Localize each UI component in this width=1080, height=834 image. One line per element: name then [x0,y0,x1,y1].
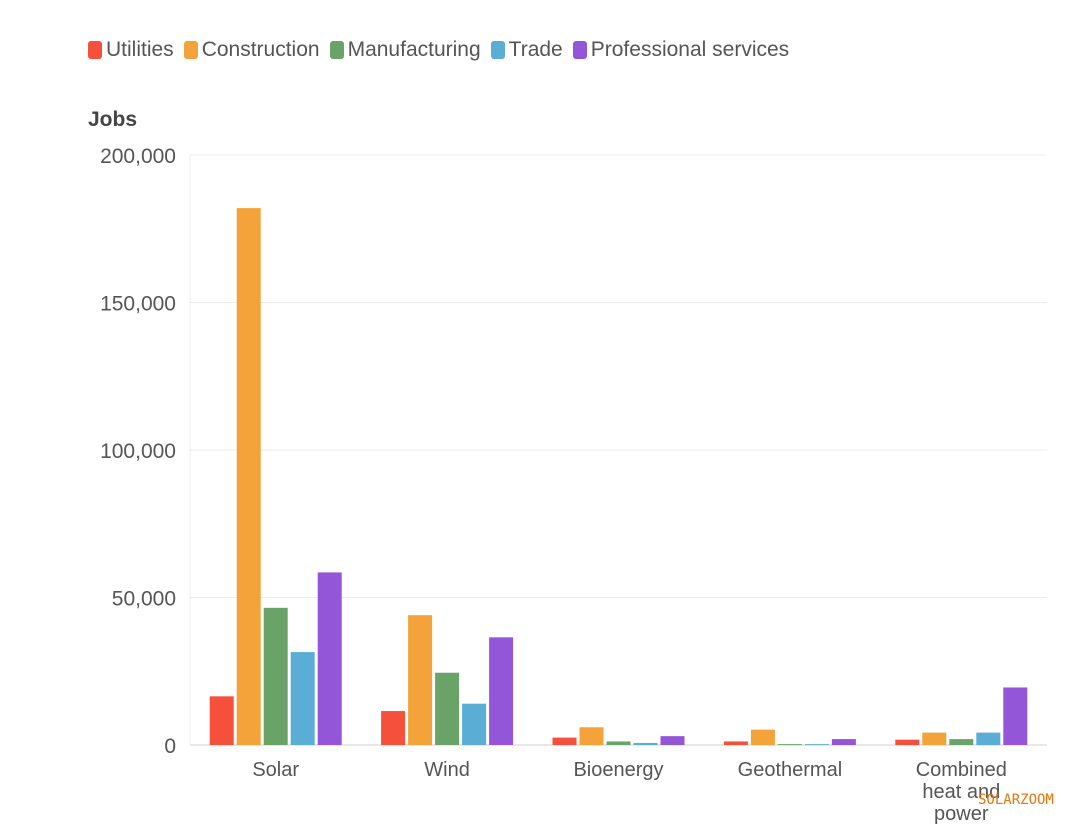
bar-construction [750,729,775,745]
y-axis-title: Jobs [88,108,138,131]
y-tick-label: 100,000 [100,440,176,463]
bar-trade [633,742,658,745]
bar-utilities [723,741,748,745]
chart-legend: Utilities Construction Manufacturing Trade P… [88,38,789,62]
legend-swatch [329,41,344,59]
bar-utilities [209,696,234,745]
bar-manufacturing [606,741,631,745]
x-tick-label: Bioenergy [573,759,663,781]
y-axis-ticks: 0 50,000 100,000 150,000 200,000 [100,145,176,758]
legend-item: Trade [490,38,563,62]
legend-item: Utilities [88,38,174,62]
y-tick-label: 200,000 [100,145,176,168]
bar-construction [922,732,947,745]
bar-trade [462,703,487,745]
bar-professional-services [831,739,856,745]
legend-label: Professional services [590,38,790,61]
bar-trade [976,732,1001,745]
x-tick-label: Solar [252,759,299,781]
legend-label: Trade [508,38,563,61]
bar-utilities [895,739,920,745]
bar-utilities [552,737,577,745]
legend-label: Construction [201,38,320,61]
watermark: SOLARZOOM [978,792,1054,808]
x-tick-label: Wind [424,759,470,781]
legend-item: Manufacturing [329,38,481,62]
legend-swatch [183,41,198,59]
bar-manufacturing [435,672,460,745]
legend-label: Manufacturing [347,38,481,61]
y-tick-label: 50,000 [112,588,176,611]
y-tick-label: 0 [164,735,176,758]
y-tick-label: 150,000 [100,293,176,316]
x-axis-labels: Solar Wind Bioenergy Geothermal Combined heat… [252,759,1007,825]
x-tick-label: Combined heat and power [916,759,1007,825]
bar-professional-services [489,637,514,745]
bar-utilities [381,711,406,745]
bar-professional-services [660,736,685,745]
bar-professional-services [1003,687,1028,745]
bar-professional-services [317,572,342,745]
bar-manufacturing [777,744,802,745]
bars [209,208,1028,746]
x-tick-label: Geothermal [738,759,843,781]
legend-swatch [490,41,505,59]
legend-swatch [88,41,102,59]
bar-construction [408,615,433,745]
legend-item: Professional services [572,38,790,62]
bar-manufacturing [949,739,974,745]
bar-trade [804,744,829,745]
bar-construction [236,208,261,746]
bar-construction [579,727,604,745]
legend-swatch [572,41,587,59]
legend-label: Utilities [106,38,174,61]
bar-trade [290,652,315,745]
legend-item: Construction [183,38,320,62]
bar-manufacturing [263,607,288,745]
